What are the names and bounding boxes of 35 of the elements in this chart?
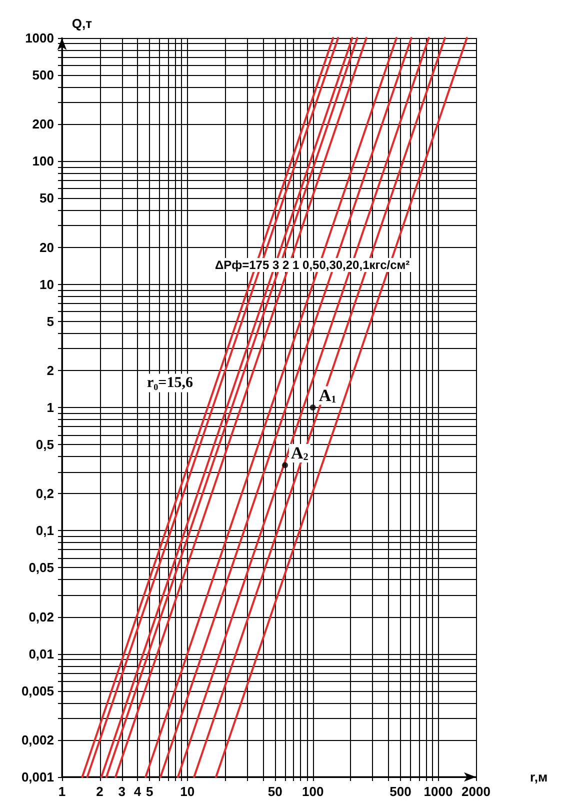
annotation: A2	[291, 444, 308, 463]
annotation: ΔРф=175 3 2 1 0,50,30,20,1кгс/см²	[215, 258, 410, 272]
y-tick-label: 0,05	[28, 560, 54, 576]
x-tick-label: 50	[268, 784, 282, 799]
x-tick-label: 10	[180, 784, 195, 799]
y-tick-label: 10	[40, 276, 54, 292]
y-tick-label: 0,001	[21, 770, 54, 784]
x-tick-label: 1000	[424, 784, 453, 799]
y-axis-title: Q,т	[72, 16, 92, 31]
y-tick-label: 20	[40, 240, 54, 255]
x-tick-label: 1	[58, 784, 66, 799]
x-tick-label: 2	[96, 784, 104, 799]
y-tick-label: 100	[32, 154, 54, 169]
annotation: A1	[318, 386, 336, 406]
x-tick-label: 4	[134, 784, 142, 799]
y-tick-label: 0,2	[36, 486, 54, 502]
x-tick-label: 5	[146, 784, 154, 799]
y-tick-label: 200	[32, 116, 54, 132]
y-tick-label: 0,005	[21, 683, 54, 698]
y-tick-label: 50	[40, 190, 54, 206]
x-axis-title: r,м	[530, 770, 548, 784]
x-tick-label: 100	[302, 784, 324, 799]
y-tick-label: 0,02	[28, 609, 54, 624]
y-tick-label: 1	[46, 400, 54, 415]
y-tick-label: 0,002	[21, 732, 54, 748]
x-tick-label: 3	[118, 784, 126, 799]
y-tick-label: 0,01	[28, 646, 54, 662]
x-tick-label: 2000	[462, 784, 490, 799]
y-tick-label: 500	[32, 68, 54, 83]
y-tick-label: 1000	[25, 30, 54, 46]
y-tick-label: 0,1	[36, 523, 54, 538]
y-tick-label: 0,5	[36, 437, 54, 452]
x-tick-label: 500	[390, 784, 412, 799]
y-tick-label: 5	[46, 314, 54, 329]
y-tick-label: 2	[46, 362, 54, 378]
